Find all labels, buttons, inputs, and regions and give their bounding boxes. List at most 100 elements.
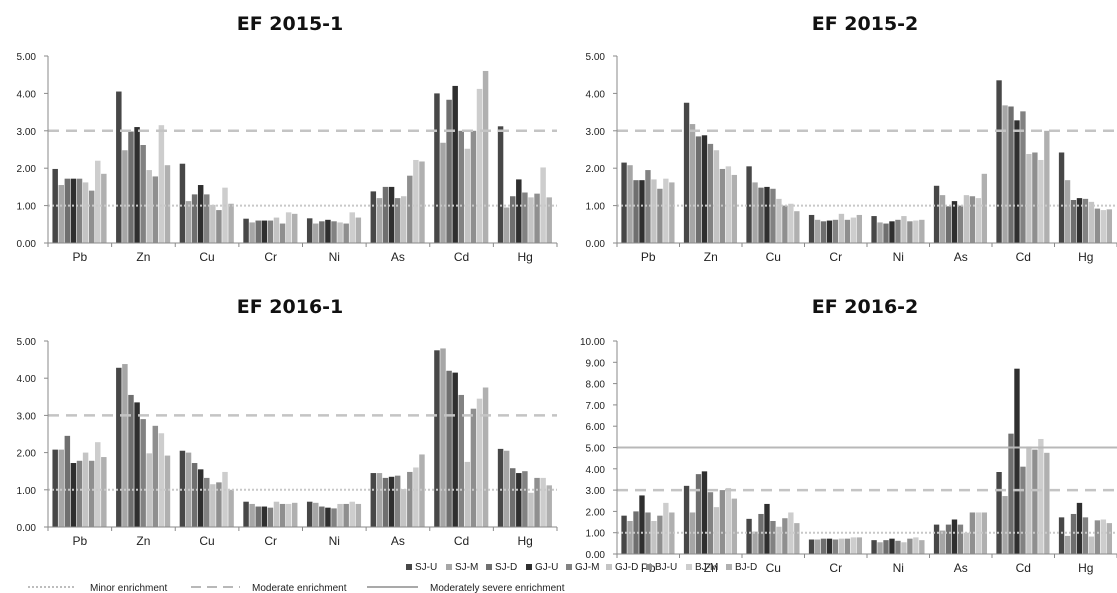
bar-sj-d-hg xyxy=(509,196,516,243)
bar-gj-m-cr xyxy=(267,507,274,527)
bar-gj-d-cd xyxy=(464,148,471,243)
bar-gj-m-as xyxy=(394,198,401,243)
y-tick-label: 1.00 xyxy=(586,529,606,540)
bar-sj-d-hg xyxy=(1070,513,1077,554)
x-tick-label-as: As xyxy=(391,534,405,548)
bar-bj-u-cu xyxy=(216,210,222,243)
bar-bj-u-hg xyxy=(1094,520,1101,554)
legend-swatch xyxy=(486,564,492,570)
bar-bj-u-hg xyxy=(534,477,540,527)
bar-bj-d-cr xyxy=(856,537,863,554)
bar-gj-d-hg xyxy=(1088,201,1095,243)
bar-gj-d-pb xyxy=(651,520,657,554)
bar-gj-u-cd xyxy=(452,85,458,243)
bar-bj-u-cu xyxy=(782,518,788,554)
bar-bj-d-as xyxy=(981,173,988,243)
bar-sj-u-as xyxy=(933,524,940,554)
moderate-enrichment-label: Moderate enrichment xyxy=(252,583,347,593)
bar-sj-d-pb xyxy=(633,180,639,243)
legend-moderate-enrichment: Moderate enrichment xyxy=(191,583,347,593)
x-tick-label-hg: Hg xyxy=(1078,250,1093,264)
legend-swatch xyxy=(446,564,452,570)
x-tick-label-hg: Hg xyxy=(1078,561,1093,575)
bar-bj-d-pb xyxy=(669,512,675,554)
bar-gj-u-ni xyxy=(889,221,895,243)
bar-bj-d-hg xyxy=(546,197,552,243)
bar-sj-m-hg xyxy=(503,207,510,243)
bar-bj-m-cd xyxy=(476,398,483,527)
y-tick-label: 2.00 xyxy=(17,449,37,460)
bar-sj-m-cr xyxy=(249,503,255,527)
x-tick-label-ni: Ni xyxy=(329,534,340,548)
bar-sj-u-zn xyxy=(683,102,690,243)
bar-gj-d-cu xyxy=(210,484,216,527)
y-tick-label: 3.00 xyxy=(586,486,606,497)
bar-bj-m-as xyxy=(975,198,982,243)
legend-swatch xyxy=(726,564,732,570)
bar-bj-d-zn xyxy=(164,455,171,527)
bar-bj-u-zn xyxy=(719,490,726,554)
bar-sj-u-pb xyxy=(621,515,627,554)
bar-gj-m-cd xyxy=(458,130,464,243)
bar-sj-d-ni xyxy=(883,223,889,243)
bar-bj-u-cr xyxy=(844,538,851,554)
bar-gj-u-cu xyxy=(764,503,770,554)
bar-sj-m-cu xyxy=(752,531,758,554)
bar-gj-u-as xyxy=(951,201,958,243)
bar-sj-m-pb xyxy=(58,449,65,527)
bar-sj-d-hg xyxy=(1070,199,1077,243)
panel-title: EF 2016-1 xyxy=(237,296,344,318)
y-tick-label: 6.00 xyxy=(586,422,606,433)
bar-bj-m-zn xyxy=(725,487,732,554)
bar-gj-m-ni xyxy=(895,219,901,243)
bar-bj-d-ni xyxy=(355,217,362,243)
bar-bj-d-pb xyxy=(669,182,675,243)
bar-sj-u-as xyxy=(370,191,377,243)
bar-gj-m-cu xyxy=(204,194,210,243)
bar-bj-m-pb xyxy=(95,442,101,527)
bar-sj-d-cd xyxy=(446,370,452,527)
bar-gj-d-pb xyxy=(651,179,657,243)
x-tick-label-cu: Cu xyxy=(199,534,214,548)
bar-bj-u-cd xyxy=(470,130,477,243)
bar-sj-d-zn xyxy=(695,474,702,555)
y-tick-label: 1.00 xyxy=(17,486,37,497)
legend-swatch xyxy=(646,564,652,570)
bar-bj-d-cu xyxy=(794,211,800,243)
bar-gj-u-ni xyxy=(325,219,331,243)
bar-bj-d-cd xyxy=(1044,130,1050,243)
y-tick-label: 9.00 xyxy=(586,358,606,369)
y-tick-label: 7.00 xyxy=(586,401,606,412)
y-tick-label: 3.00 xyxy=(17,411,37,422)
bar-gj-u-cr xyxy=(826,220,833,243)
bar-bj-m-zn xyxy=(158,433,165,527)
bar-bj-d-pb xyxy=(101,173,107,243)
x-tick-label-zn: Zn xyxy=(704,250,718,264)
bar-sj-u-cu xyxy=(179,163,186,243)
bar-gj-d-zn xyxy=(713,507,720,554)
y-tick-label: 4.00 xyxy=(586,465,606,476)
bar-sj-d-cr xyxy=(255,220,261,243)
bar-gj-d-cr xyxy=(273,217,280,243)
bar-sj-u-pb xyxy=(52,449,58,527)
y-tick-label: 2.00 xyxy=(586,507,606,518)
legend-item-gj-m: GJ-M xyxy=(566,562,599,573)
bar-bj-u-cr xyxy=(279,223,286,243)
bar-bj-u-zn xyxy=(152,176,159,243)
bar-sj-d-cu xyxy=(191,194,198,243)
y-tick-label: 0.00 xyxy=(17,239,37,250)
bar-gj-m-hg xyxy=(1082,198,1089,243)
bar-bj-m-ni xyxy=(349,501,355,527)
bar-gj-u-cr xyxy=(261,220,268,243)
x-tick-label-cr: Cr xyxy=(829,250,842,264)
bar-sj-d-cd xyxy=(446,99,452,243)
bar-bj-m-hg xyxy=(1100,519,1107,554)
bar-sj-m-hg xyxy=(1064,180,1071,243)
y-tick-label: 4.00 xyxy=(17,374,37,385)
bar-sj-u-hg xyxy=(497,448,504,527)
bar-sj-d-as xyxy=(945,206,952,243)
bar-bj-m-hg xyxy=(540,477,546,527)
bar-gj-d-as xyxy=(963,532,970,554)
legend-item-bj-m: BJ-M xyxy=(686,562,718,573)
bar-sj-m-zn xyxy=(689,512,696,554)
